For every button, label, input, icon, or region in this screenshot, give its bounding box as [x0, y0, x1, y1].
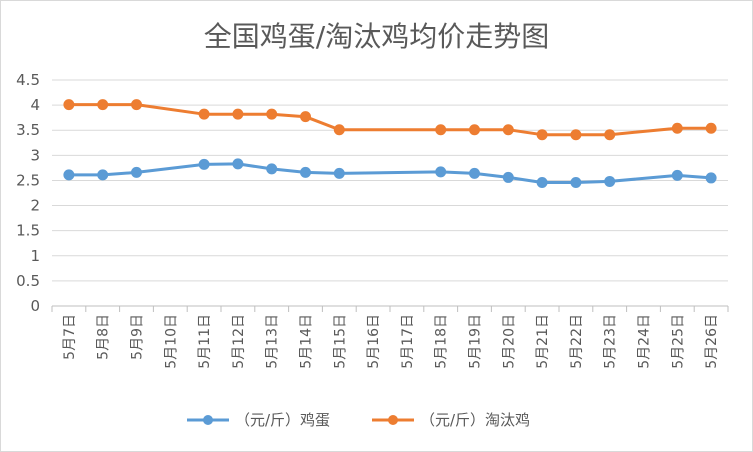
data-point: [435, 166, 447, 178]
data-point: [671, 169, 683, 181]
data-point: [131, 99, 142, 111]
y-tick-label: 4: [30, 96, 40, 114]
data-point: [502, 124, 514, 136]
y-tick-label: 3.5: [16, 121, 40, 139]
data-point: [97, 169, 109, 181]
series-line-1: [67, 162, 713, 184]
series-line-2: [67, 103, 713, 137]
x-tick-label: 5月13日: [265, 314, 281, 369]
data-point: [536, 176, 548, 188]
gridlines: [52, 79, 728, 282]
x-tick-label: 5月11日: [197, 314, 213, 369]
data-point: [604, 175, 616, 187]
y-tick-label: 2: [30, 197, 40, 215]
data-point: [266, 163, 278, 175]
data-point: [63, 169, 75, 181]
y-tick-label: 2.5: [16, 171, 40, 189]
data-point: [671, 122, 683, 134]
data-point: [300, 111, 311, 123]
data-point: [435, 124, 447, 136]
x-tick-label: 5月14日: [299, 314, 315, 369]
data-point: [232, 108, 244, 120]
x-tick-label: 5月18日: [434, 314, 450, 369]
x-tick-label: 5月10日: [163, 314, 179, 369]
x-tick-label: 5月20日: [501, 314, 517, 369]
y-tick-label: 4.5: [16, 71, 40, 89]
data-point: [300, 166, 311, 178]
legend-entry: （元/斤）淘汰鸡: [372, 411, 530, 429]
x-tick-label: 5月19日: [468, 314, 484, 369]
y-tick-label: 1: [30, 247, 40, 265]
data-point: [63, 99, 75, 111]
legend-label: （元/斤）淘汰鸡: [420, 411, 530, 429]
x-tick-label: 5月8日: [96, 314, 112, 360]
x-tick-label: 5月16日: [366, 314, 382, 369]
y-axis: 0 0.5 1 1.5 2 2.5 3 3.5 4 4.5: [16, 71, 40, 315]
data-point: [131, 166, 142, 178]
data-point: [232, 158, 244, 170]
legend-label: （元/斤）鸡蛋: [235, 411, 330, 429]
data-point: [97, 99, 109, 111]
x-tick-label: 5月25日: [670, 314, 686, 369]
x-tick-label: 5月24日: [637, 314, 653, 369]
x-tick-label: 5月17日: [400, 314, 416, 369]
x-tick-label: 5月23日: [603, 314, 619, 369]
x-tick-label: 5月7日: [62, 314, 78, 360]
data-point: [469, 167, 480, 179]
x-tick-label: 5月21日: [535, 314, 551, 369]
legend-entry: （元/斤）鸡蛋: [187, 411, 330, 429]
legend: （元/斤）鸡蛋 （元/斤）淘汰鸡: [187, 411, 530, 429]
data-point: [604, 129, 616, 141]
data-point: [198, 108, 210, 120]
x-tick-label: 5月12日: [231, 314, 247, 369]
y-tick-label: 0: [30, 297, 40, 315]
x-tick-label: 5月22日: [569, 314, 585, 369]
legend-marker: [388, 415, 398, 425]
y-tick-label: 1.5: [16, 222, 40, 240]
data-point: [502, 171, 514, 183]
data-point: [705, 122, 717, 134]
data-point: [705, 172, 717, 184]
x-tick-label: 5月9日: [130, 314, 146, 360]
data-point: [333, 167, 345, 179]
data-point: [536, 129, 548, 141]
data-point: [266, 108, 278, 120]
chart-title: 全国鸡蛋/淘汰鸡均价走势图: [204, 20, 549, 53]
x-axis: 5月7日 5月8日 5月9日 5月10日 5月11日 5月12日 5月13日 5月14日 5月1…: [51, 305, 729, 369]
x-tick-label: 5月15日: [332, 314, 348, 369]
legend-marker: [203, 415, 213, 425]
y-tick-label: 0.5: [16, 272, 40, 290]
y-tick-label: 3: [30, 146, 40, 164]
data-point: [198, 158, 210, 170]
data-point: [570, 129, 582, 141]
plot-series: [63, 99, 717, 188]
data-point: [469, 124, 480, 136]
x-tick-label: 5月26日: [704, 314, 720, 369]
data-point: [570, 176, 582, 188]
data-point: [333, 124, 345, 136]
